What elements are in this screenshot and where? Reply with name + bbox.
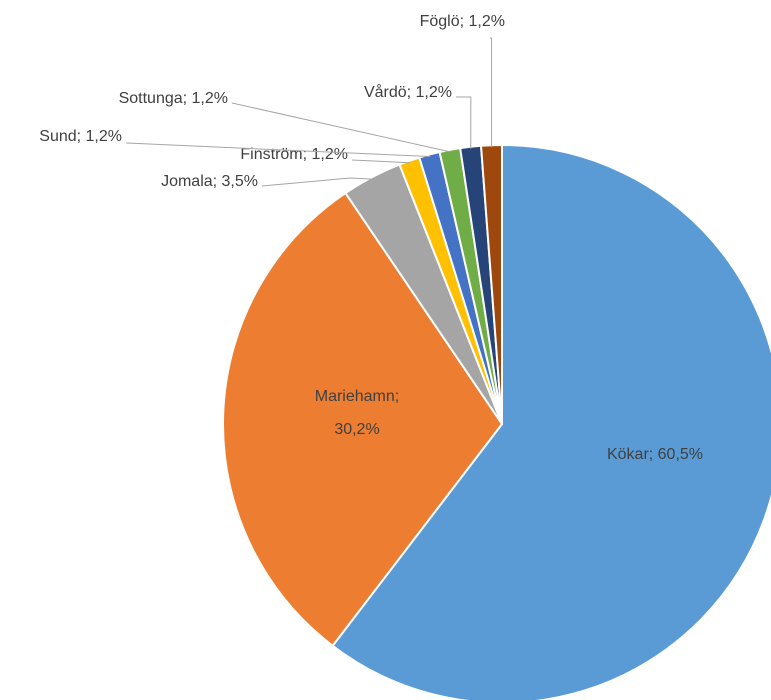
slice-label-line: Mariehamn; [315,388,399,405]
leader-line [261,177,373,187]
slice-label: Kökar; 60,5% [607,446,703,463]
slice-label: Vårdö; 1,2% [364,83,452,101]
leader-line [125,142,430,158]
slice-label: Jomala; 3,5% [161,173,258,190]
pie-slice [331,143,771,700]
pie-slice [222,191,504,648]
slice-label: Mariehamn; 30,2% [315,388,399,438]
slice-label-line: 30,2% [334,421,379,438]
leader-line [231,102,451,153]
leader-line [351,159,411,164]
leader-line [490,37,493,148]
leader-line [456,96,472,149]
slice-label: Sottunga; 1,2% [119,90,228,107]
slice-label: Finström; 1,2% [240,146,348,163]
slice-label: Sund; 1,2% [39,128,122,145]
slice-label: Föglö; 1,2% [420,13,505,30]
